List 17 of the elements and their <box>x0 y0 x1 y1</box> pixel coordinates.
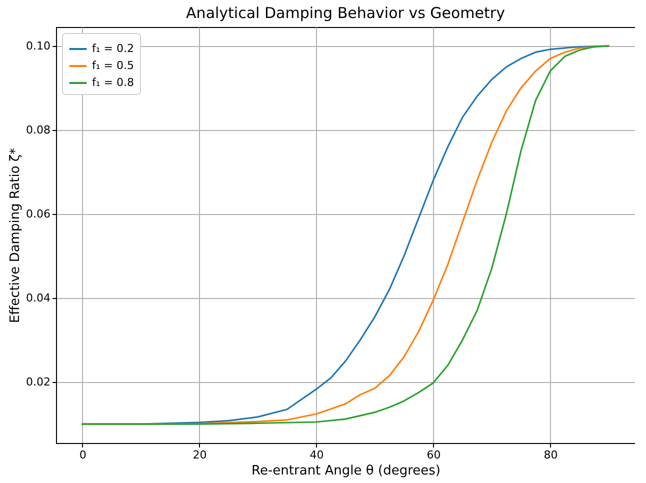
legend-label: f₁ = 0.8 <box>92 76 134 89</box>
y-axis-title: Effective Damping Ratio ζ* <box>8 147 24 324</box>
x-tick-label: 60 <box>426 448 441 462</box>
line-series <box>82 45 610 425</box>
x-tick-label: 80 <box>544 448 558 462</box>
y-tick-label: 0.02 <box>26 376 50 389</box>
y-tick-label: 0.10 <box>26 39 50 52</box>
x-axis-title: Re-entrant Angle θ (degrees) <box>252 464 440 478</box>
chart-title: Analytical Damping Behavior vs Geometry <box>186 4 506 22</box>
x-tick-label: 20 <box>192 448 207 462</box>
legend-label: f₁ = 0.2 <box>92 42 134 55</box>
y-tick-label: 0.06 <box>26 207 50 220</box>
x-tick-label: 40 <box>310 448 324 462</box>
legend-label: f₁ = 0.5 <box>92 59 134 72</box>
y-tick-label: 0.04 <box>26 292 50 305</box>
y-tick-label: 0.08 <box>26 123 50 136</box>
x-tick-label: 0 <box>79 448 86 462</box>
